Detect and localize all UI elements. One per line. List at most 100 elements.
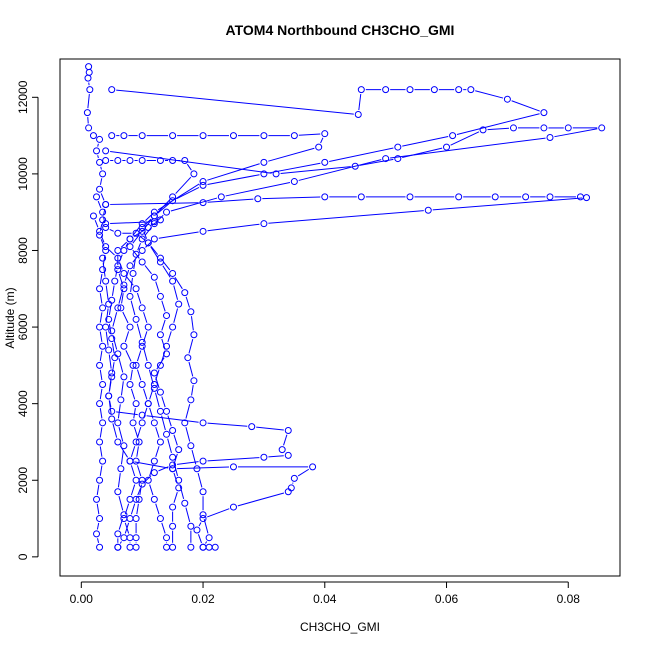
series-segment [102,216,106,224]
data-point [108,86,116,94]
data-point [199,181,207,189]
data-point [169,193,177,201]
series-segment [119,541,122,544]
series-segment [450,131,480,146]
series-segment [256,426,284,431]
data-point [114,543,122,551]
data-point [169,465,177,473]
data-point [132,543,140,551]
data-point [260,170,268,178]
data-point [284,451,292,459]
data-point [181,499,189,507]
data-point [583,194,591,202]
data-point [138,411,146,419]
data-point [138,304,146,312]
data-point [357,193,365,201]
series-segment [96,484,100,496]
series-segment [161,396,166,408]
data-point [85,68,93,76]
y-tick-label: 6000 [16,313,30,340]
x-tick-label: 0.08 [557,592,581,606]
data-point [163,342,171,350]
series-segment [137,488,141,496]
data-point [156,331,164,339]
data-point [138,220,146,228]
data-point [150,220,158,228]
data-point [138,419,146,427]
data-point [406,193,414,201]
data-point [175,484,183,492]
data-point [424,206,432,214]
data-point [85,124,93,132]
series-segment [100,166,102,170]
series-segment [130,503,136,515]
data-point [102,224,110,232]
data-point [150,369,158,377]
series-segment [99,427,103,438]
data-point [564,124,572,132]
data-point [193,465,201,473]
series-segment [174,276,183,290]
data-point [96,400,104,408]
data-point [169,453,177,461]
data-point [394,155,402,163]
series-segment [105,285,109,300]
series-segment [207,198,254,203]
series-segment [197,472,203,488]
data-point [117,304,125,312]
data-point [96,135,104,143]
chart-title: ATOM4 Northbound CH3CHO_GMI [226,22,455,38]
data-point [175,446,183,454]
data-point [108,369,116,377]
data-point [199,488,207,496]
data-point [309,463,317,471]
data-point [132,515,140,523]
series-segment [112,312,118,327]
data-point [120,285,128,293]
data-point [138,156,146,164]
data-point [102,220,110,228]
series-segment [108,400,112,415]
data-point [102,246,110,254]
data-point [132,438,140,446]
data-point [108,415,116,423]
series-segment [155,392,160,408]
data-point [321,130,329,138]
data-point [260,220,268,228]
series-segment [134,461,169,469]
data-point [108,407,116,415]
data-point [120,342,128,350]
series-segment [150,246,159,259]
data-point [156,156,164,164]
data-point [120,515,128,523]
data-point [120,132,128,140]
series-segment [118,289,124,304]
data-point [229,463,237,471]
data-point [290,178,298,186]
y-axis-label: Altitude (m) [3,287,17,348]
data-point [114,246,122,254]
series-segment [118,427,124,442]
series-segment [158,231,199,239]
series-8 [99,254,317,551]
data-point [135,495,143,503]
data-point [138,480,146,488]
data-point [105,300,113,308]
series-segment [112,335,118,350]
data-point [163,407,171,415]
series-segment [136,350,142,362]
series-segment [99,408,103,419]
series-segment [133,408,136,419]
data-point [190,377,198,385]
series-segment [144,265,152,275]
data-point [99,208,107,216]
data-point [105,346,113,354]
data-point [93,147,101,155]
series-segment [132,253,140,263]
data-point [126,515,134,523]
series-segment [155,446,160,457]
series-segment [487,127,510,131]
series-segment [87,117,89,124]
data-point [199,199,207,207]
series-segment [207,174,260,186]
